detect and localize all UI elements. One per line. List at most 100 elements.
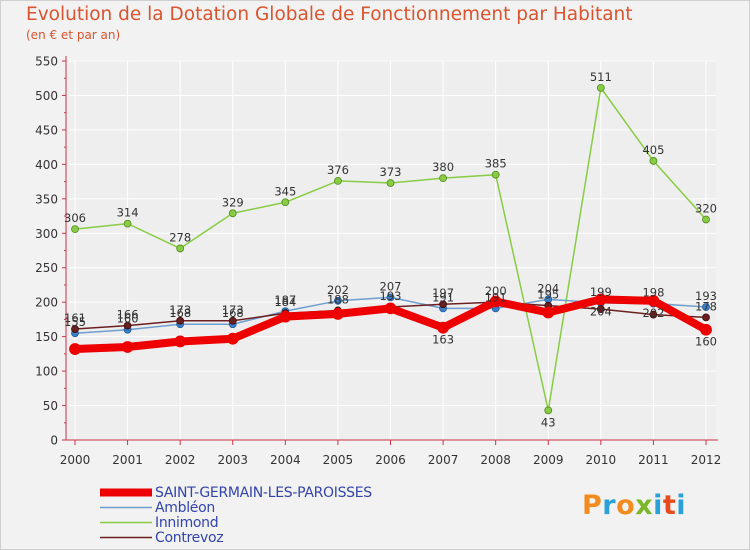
- data-label-saint_germain: 163: [432, 333, 454, 347]
- data-point-saint_germain: [332, 307, 344, 320]
- data-label-ambleon: 193: [695, 289, 717, 303]
- data-label-innimond: 314: [117, 206, 139, 220]
- logo-letter: x: [635, 490, 654, 521]
- data-point-innimond: [439, 174, 447, 183]
- data-point-innimond: [281, 198, 290, 207]
- data-point-innimond: [702, 215, 710, 224]
- data-point-saint_germain: [121, 341, 134, 353]
- data-label-innimond: 320: [695, 201, 717, 215]
- x-tick-label: 2001: [112, 453, 143, 467]
- legend-swatch-contrevoz: [100, 536, 152, 539]
- data-label-ambleon: 168: [222, 306, 244, 320]
- data-label-innimond: 511: [590, 70, 612, 84]
- data-label-contrevoz: 200: [485, 284, 507, 298]
- data-point-contrevoz: [702, 313, 710, 322]
- data-point-saint_germain: [647, 294, 660, 307]
- data-point-innimond: [596, 83, 605, 92]
- data-label-ambleon: 155: [64, 315, 86, 329]
- data-label-innimond: 43: [541, 415, 556, 429]
- data-label-ambleon: 198: [642, 286, 664, 300]
- data-point-saint_germain: [384, 302, 397, 315]
- y-tick-label: 0: [50, 434, 58, 448]
- logo-letter: i: [653, 490, 663, 521]
- proxiti-logo: Proxiti: [582, 490, 686, 521]
- x-tick-label: 2009: [533, 453, 564, 467]
- data-label-innimond: 385: [485, 157, 507, 171]
- data-label-innimond: 405: [642, 143, 664, 157]
- data-point-innimond: [491, 170, 500, 179]
- legend-label-innimond: Innimond: [155, 514, 219, 531]
- data-point-contrevoz: [596, 305, 605, 313]
- data-label-saint_germain: 204: [590, 304, 612, 318]
- x-tick-label: 2002: [165, 453, 196, 467]
- data-point-saint_germain: [542, 306, 555, 319]
- x-tick-label: 2000: [60, 453, 91, 467]
- data-point-ambleon: [386, 293, 395, 302]
- data-point-contrevoz: [176, 316, 185, 325]
- data-point-innimond: [123, 219, 132, 228]
- data-point-contrevoz: [71, 325, 79, 333]
- data-point-saint_germain: [437, 321, 449, 334]
- data-label-ambleon: 160: [117, 312, 139, 326]
- data-label-innimond: 345: [274, 184, 296, 198]
- data-label-innimond: 278: [169, 230, 191, 244]
- data-point-contrevoz: [649, 310, 658, 319]
- chart-subtitle: (en € et par an): [26, 28, 121, 42]
- y-tick-label: 300: [35, 227, 58, 241]
- legend-swatch-innimond: [100, 521, 152, 524]
- data-label-contrevoz: 197: [432, 286, 454, 300]
- legend-swatch-saint-germain: [100, 488, 152, 497]
- data-point-saint_germain: [226, 332, 239, 345]
- data-label-ambleon: 187: [274, 293, 296, 307]
- y-tick-label: 250: [35, 261, 58, 275]
- legend-item-contrevoz: Contrevoz: [100, 529, 372, 546]
- data-label-ambleon: 191: [485, 290, 507, 304]
- data-point-innimond: [544, 406, 553, 415]
- data-label-saint_germain: 160: [695, 335, 717, 349]
- y-tick-label: 550: [35, 55, 58, 69]
- data-label-innimond: 373: [380, 165, 402, 179]
- data-point-innimond: [334, 177, 342, 185]
- chart-title: Evolution de la Dotation Globale de Fonc…: [26, 4, 633, 25]
- legend-label-contrevoz: Contrevoz: [155, 529, 224, 546]
- data-point-innimond: [649, 157, 658, 165]
- legend: SAINT-GERMAIN-LES-PAROISSES Ambléon Inni…: [100, 485, 372, 546]
- x-tick-label: 2004: [270, 453, 301, 467]
- data-label-contrevoz: 188: [327, 292, 349, 306]
- data-point-contrevoz: [439, 300, 447, 309]
- data-label-ambleon: 199: [590, 285, 612, 299]
- data-label-contrevoz: 173: [222, 303, 244, 317]
- data-point-saint_germain: [594, 293, 607, 306]
- legend-item-saint-germain: SAINT-GERMAIN-LES-PAROISSES: [100, 485, 372, 501]
- x-tick-label: 2005: [323, 453, 354, 467]
- y-tick-label: 100: [35, 365, 58, 379]
- logo-letter: i: [676, 490, 687, 521]
- data-point-innimond: [386, 179, 395, 187]
- logo-letter: t: [662, 490, 677, 521]
- y-tick-label: 450: [35, 123, 58, 137]
- data-point-ambleon: [702, 303, 710, 311]
- data-label-innimond: 329: [222, 195, 244, 209]
- x-tick-label: 2011: [638, 453, 669, 467]
- legend-swatch-ambleon: [100, 506, 152, 509]
- data-point-contrevoz: [123, 321, 132, 330]
- data-point-innimond: [176, 244, 185, 253]
- y-tick-label: 400: [35, 158, 58, 172]
- data-point-innimond: [228, 209, 237, 218]
- data-point-saint_germain: [174, 335, 187, 348]
- data-label-saint_germain: 202: [642, 306, 664, 320]
- logo-letter: P: [582, 490, 603, 521]
- data-point-saint_germain: [700, 323, 712, 336]
- legend-label-ambleon: Ambléon: [155, 499, 215, 516]
- data-label-contrevoz: 166: [117, 308, 139, 322]
- data-point-saint_germain: [279, 310, 292, 323]
- data-point-saint_germain: [489, 295, 502, 308]
- data-label-innimond: 306: [64, 211, 86, 225]
- data-point-contrevoz: [228, 316, 237, 325]
- logo-letter: r: [602, 490, 617, 521]
- x-tick-label: 2012: [691, 453, 722, 467]
- x-tick-label: 2007: [428, 453, 459, 467]
- data-point-ambleon: [334, 296, 342, 305]
- y-tick-label: 200: [35, 296, 58, 310]
